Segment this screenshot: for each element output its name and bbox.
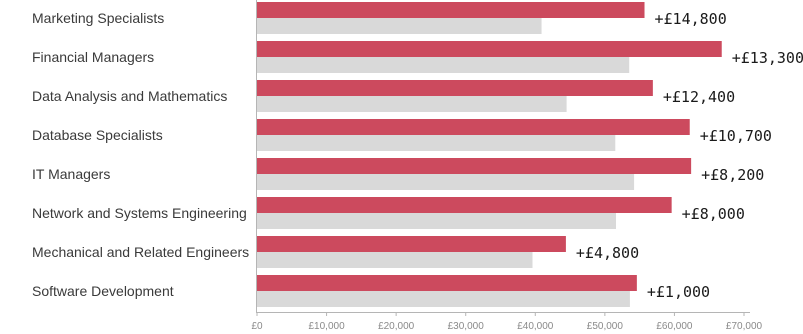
category-label: Financial Managers [32, 49, 154, 65]
bar-series-1 [257, 275, 637, 291]
bar-series-2 [257, 57, 630, 73]
chart-row: Network and Systems Engineering +£8,000 [32, 197, 745, 229]
category-label: Database Specialists [32, 127, 163, 143]
category-label: Marketing Specialists [32, 10, 164, 26]
data-label: +£10,700 [700, 127, 772, 145]
bar-series-2 [257, 252, 533, 268]
bar-series-2 [257, 291, 630, 307]
bar-series-2 [257, 174, 635, 190]
bar-series-1 [257, 2, 645, 18]
bar-series-2 [257, 18, 542, 34]
bar-series-2 [257, 135, 616, 151]
x-tick-label: £50,000 [587, 321, 624, 332]
chart-row: Database Specialists +£10,700 [32, 119, 772, 151]
bar-series-1 [257, 80, 653, 96]
bar-series-1 [257, 197, 672, 213]
chart-row: Mechanical and Related Engineers +£4,800 [32, 236, 639, 268]
bar-series-1 [257, 236, 566, 252]
category-label: Software Development [32, 283, 174, 299]
x-axis-ticks: £0 £10,000 £20,000 £30,000 £40,000 £50,000 £60… [251, 312, 763, 332]
data-label: +£13,300 [732, 49, 803, 67]
category-label: Network and Systems Engineering [32, 205, 247, 221]
chart-row: Software Development +£1,000 [32, 275, 710, 307]
data-label: +£14,800 [655, 10, 727, 28]
data-label: +£8,000 [682, 205, 745, 223]
x-tick-label: £30,000 [448, 321, 485, 332]
bar-series-2 [257, 213, 616, 229]
x-tick-label: £40,000 [517, 321, 554, 332]
bar-series-1 [257, 158, 692, 174]
category-label: Data Analysis and Mathematics [32, 88, 227, 104]
chart-row: Marketing Specialists +£14,800 [32, 2, 727, 34]
chart-row: IT Managers +£8,200 [32, 158, 764, 190]
x-tick-label: £70,000 [726, 321, 763, 332]
bar-series-1 [257, 41, 722, 57]
chart-row: Data Analysis and Mathematics +£12,400 [32, 80, 735, 112]
data-label: +£8,200 [701, 166, 764, 184]
bar-series-2 [257, 96, 567, 112]
x-tick-label: £0 [251, 321, 263, 332]
data-label: +£12,400 [663, 88, 735, 106]
category-label: Mechanical and Related Engineers [32, 244, 249, 260]
x-tick-label: £10,000 [308, 321, 345, 332]
x-tick-label: £60,000 [656, 321, 693, 332]
category-label: IT Managers [32, 166, 110, 182]
chart-row: Financial Managers +£13,300 [32, 41, 803, 73]
chart-rows: Marketing Specialists +£14,800 Financial M… [32, 2, 803, 307]
data-label: +£4,800 [576, 244, 639, 262]
bar-series-1 [257, 119, 690, 135]
data-label: +£1,000 [647, 283, 710, 301]
x-tick-label: £20,000 [378, 321, 415, 332]
